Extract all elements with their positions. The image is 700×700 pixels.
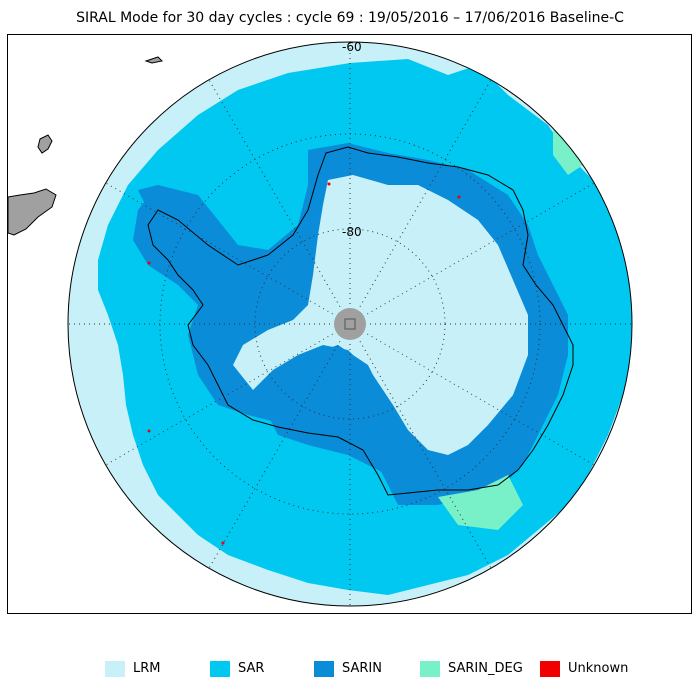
legend-swatch	[420, 661, 440, 677]
zone-lrm-interior	[233, 175, 528, 455]
south-georgia-land	[144, 56, 164, 64]
meridian-line	[68, 123, 333, 315]
meridian-line	[68, 333, 333, 525]
lat-label-60: -60	[342, 40, 362, 54]
unknown-point	[147, 261, 151, 265]
pole-marker	[344, 318, 356, 330]
unknown-point	[327, 182, 331, 186]
zone-sarin-deg	[438, 475, 523, 530]
meridian-line	[149, 341, 341, 606]
zone-sarin-deg	[553, 130, 583, 175]
legend-label: Unknown	[568, 661, 629, 676]
map-title: SIRAL Mode for 30 day cycles : cycle 69 …	[76, 10, 624, 26]
legend-label: SARIN	[342, 661, 382, 676]
antarctic-coastline	[147, 146, 574, 496]
legend: LRM SAR SARIN SARIN_DEG Unknown	[0, 659, 700, 681]
legend-label: SAR	[238, 661, 265, 676]
meridian-line	[359, 42, 551, 307]
pole-hole	[334, 308, 366, 340]
graticule	[68, 42, 632, 606]
south-america-land	[8, 188, 57, 236]
polar-map: -60 -80	[8, 40, 633, 607]
legend-swatch	[540, 661, 560, 677]
map-disc-border	[67, 41, 633, 607]
unknown-point	[147, 429, 151, 433]
meridian-line	[367, 333, 632, 525]
legend-swatch	[105, 661, 125, 677]
lat-label-80: -80	[342, 225, 362, 239]
legend-label: SARIN_DEG	[448, 661, 523, 676]
zone-sarin-peninsula	[138, 185, 258, 275]
legend-label: LRM	[133, 661, 161, 676]
falkland-land	[37, 134, 53, 154]
zone-sarin-rossshelf	[268, 345, 428, 475]
meridian-line	[149, 42, 341, 307]
map-frame: -60 -80	[7, 34, 692, 614]
legend-swatch	[314, 661, 334, 677]
legend-swatch	[210, 661, 230, 677]
meridian-line	[367, 123, 632, 315]
unknown-point	[457, 195, 461, 199]
unknown-point	[221, 541, 225, 545]
meridian-line	[359, 341, 551, 606]
